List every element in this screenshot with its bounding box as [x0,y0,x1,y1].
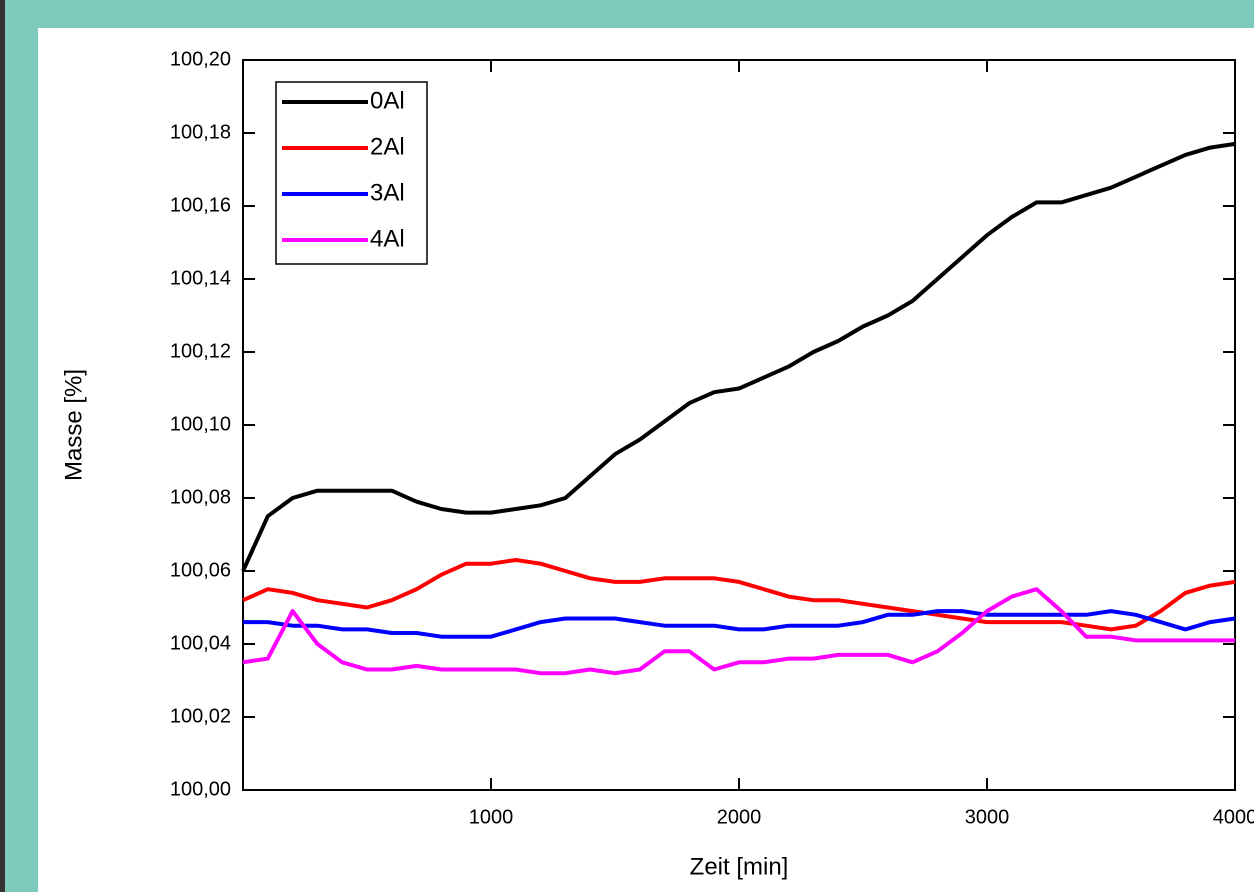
x-axis-label: Zeit [min] [690,853,789,880]
legend-label: 2Al [370,133,405,160]
y-tick-label: 100,10 [170,413,231,435]
y-tick-label: 100,04 [170,632,231,654]
x-tick-label: 4000 [1213,806,1254,828]
legend-box [275,81,428,265]
x-tick-label: 2000 [717,806,762,828]
series-line [243,609,1236,639]
frame-edge [0,0,5,892]
series-line [242,558,1236,632]
y-axis-label: Masse [%] [60,369,87,481]
y-tick-label: 100,18 [170,121,231,143]
x-tick-label: 1000 [469,806,514,828]
y-tick-label: 100,08 [170,486,231,508]
legend-label: 3Al [370,179,405,206]
chart-panel [38,28,1254,892]
y-tick-label: 100,14 [170,267,231,289]
y-tick-label: 100,16 [170,194,231,216]
series-line [242,587,1235,676]
legend-label: 4Al [370,225,405,252]
series-line [241,141,1236,572]
y-tick-label: 100,02 [170,705,231,727]
y-tick-label: 100,20 [170,48,231,70]
x-tick-label: 3000 [965,806,1010,828]
y-tick-label: 100,06 [170,559,231,581]
y-tick-label: 100,00 [170,778,231,800]
y-tick-label: 100,12 [170,340,231,362]
legend-label: 0Al [370,87,405,114]
